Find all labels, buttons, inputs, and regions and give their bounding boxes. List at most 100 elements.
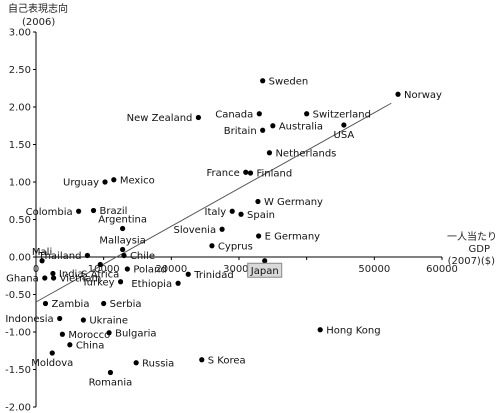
label-sweden: Sweden [269,76,309,87]
point-australia [270,123,276,129]
label-cyprus: Cyprus [218,241,253,252]
point-spain [238,211,244,217]
points-layer: Sweden Norway Canada Switzerland New Zealand… [5,76,442,388]
label-switzerland: Switzerland [313,109,371,120]
x-tick-label: 20000 [155,264,187,275]
label-spain: Spain [247,210,275,221]
label-ukraine: Ukraine [89,316,128,327]
point-switzerland [304,111,310,117]
point-trinidad [185,271,191,277]
trend-line [35,102,392,303]
point-cyprus [209,243,215,249]
point-france [243,169,249,175]
label-thailand: Thailand [37,251,81,262]
point-argentina [120,225,126,232]
point-ukraine [80,317,86,323]
point-canada [256,111,262,117]
y-axis-subtitle: (2006) [22,17,55,28]
point-italy [229,208,235,214]
y-tick-label: -1.00 [5,328,31,339]
label-poland: Poland [133,265,166,276]
point-slovenia [219,226,225,232]
point-netherlands [266,150,273,156]
label-mali: Mali [32,247,52,258]
point-norway [395,91,401,97]
point-mexico [111,177,117,183]
point-bulgaria [106,330,112,336]
point-serbia [101,300,107,307]
label-france: France [207,168,240,179]
point-w-germany [255,198,261,205]
point-e-germany [256,233,262,239]
label-argentina: Argentina [98,215,147,226]
trend-layer [35,102,392,303]
point-mallaysia [120,246,126,253]
label-ghana: Ghana [6,274,39,285]
label-trinidad: Trinidad [193,270,233,281]
label-morocco: Morocco [68,330,110,341]
label-colombia: Colombia [26,207,73,218]
label-chile: Chile [130,251,155,262]
point-japan [262,258,268,264]
x-tick-label: 50000 [358,264,390,275]
x-axis-title: 一人当たり [447,230,497,243]
point-china [67,342,73,348]
x-tick-label: 10000 [88,264,120,275]
label-mallaysia: Mallaysia [99,236,145,247]
point-hong-kong [317,327,323,333]
label-romania: Romania [89,378,133,389]
label-s-africa: S Africa [81,270,119,281]
label-turkey: Turkey [81,277,115,288]
point-finland [247,170,254,176]
label-brazil: Brazil [100,206,128,217]
point-mali [39,258,45,264]
point-s-korea [199,357,205,363]
label-britain: Britain [224,126,257,137]
label-moldova: Moldova [31,358,73,369]
label-indonesia: Indonesia [5,314,53,325]
y-tick-label: 1.00 [9,178,31,189]
point-indonesia [57,315,63,322]
point-sweden [260,78,266,84]
y-tick-label: 3.00 [9,28,31,39]
point-zambia [42,300,49,307]
label-hong-kong: Hong Kong [326,325,380,336]
label-canada: Canada [215,109,253,120]
point-vietnam [50,275,57,281]
point-usa [341,122,347,128]
highlight-box [247,262,283,278]
point-morocco [59,331,65,337]
y-tick-label: 0.00 [9,253,31,264]
label-ethiopia: Ethiopia [131,279,172,290]
label-w-germany: W Germany [264,197,323,208]
axes-layer [35,32,442,407]
y-tick-label: -2.00 [5,403,31,413]
point-chile [121,252,127,259]
point-ethiopia [175,280,181,286]
label-usa: USA [334,130,355,141]
x-tick-label: 60000 [426,264,458,275]
label-mexico: Mexico [120,175,155,186]
point-russia [133,360,139,366]
label-russia: Russia [142,358,174,369]
label-india: India [59,269,84,280]
point-moldova [49,350,55,356]
point-thailand [84,252,91,259]
label-finland: Finland [257,169,293,180]
y-tick-label: 0.50 [9,215,31,226]
point-colombia [76,208,82,214]
label-vietnam: Vietnam [60,274,102,285]
point-ghana [42,275,48,281]
y-tick-label: -1.50 [5,365,31,376]
label-japan: Japan [250,266,279,277]
label-new-zealand: New Zealand [127,113,193,124]
label-italy: Italy [205,207,227,218]
label-australia: Australia [279,121,323,132]
label-bulgaria: Bulgaria [115,328,156,339]
point-turkey [117,279,124,285]
label-urguay: Urguay [63,178,99,189]
label-zambia: Zambia [51,299,89,310]
x-axis-title-line2: GDP [469,244,490,255]
x-axis-title-line3: (2007)($) [448,256,496,267]
